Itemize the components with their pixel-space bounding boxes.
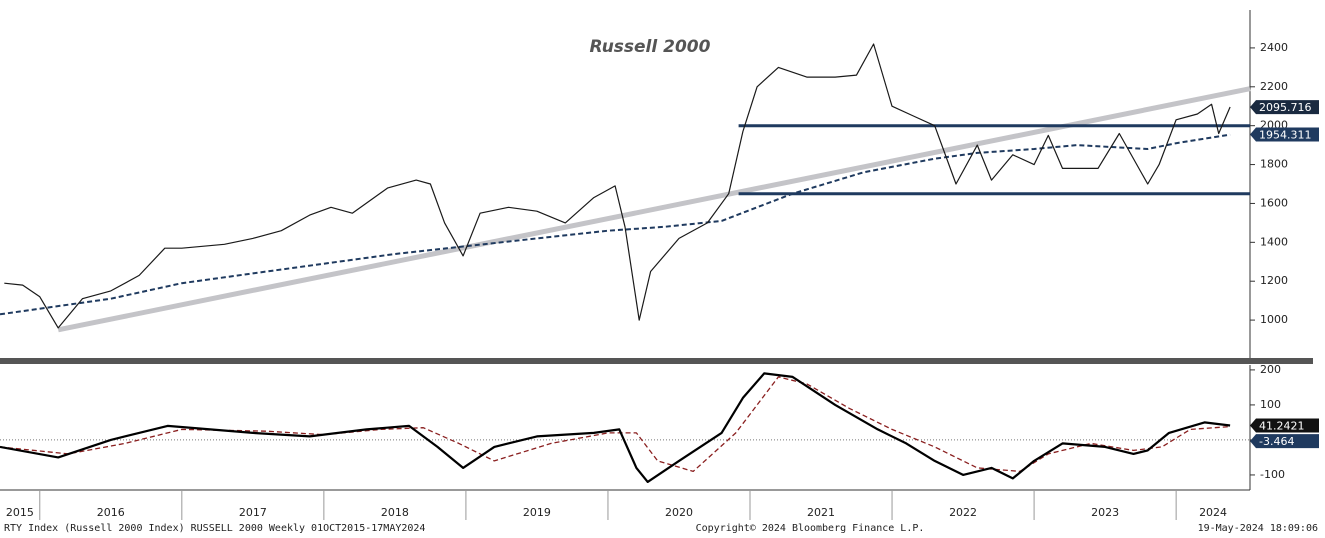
x-tick-label: 2017 bbox=[239, 506, 267, 519]
line bbox=[0, 372, 1231, 483]
value-marker-label: 41.2421 bbox=[1259, 419, 1305, 432]
footer-left: RTY Index (Russell 2000 Index) RUSSELL 2… bbox=[4, 523, 425, 534]
footer-right: 19-May-2024 18:09:06 bbox=[1198, 523, 1318, 534]
value-marker bbox=[1250, 100, 1319, 115]
x-tick-label: 2019 bbox=[523, 506, 551, 519]
x-tick-label: 2022 bbox=[949, 506, 977, 519]
value-marker bbox=[1250, 418, 1319, 433]
value-marker-label: -3.464 bbox=[1259, 435, 1294, 448]
value-marker bbox=[1250, 434, 1319, 449]
y-tick-label: 1600 bbox=[1260, 196, 1288, 209]
x-tick-label: 2016 bbox=[97, 506, 125, 519]
y-tick-label: 200 bbox=[1260, 363, 1281, 376]
x-tick-label: 2018 bbox=[381, 506, 409, 519]
footer-center: Copyright© 2024 Bloomberg Finance L.P. bbox=[696, 523, 925, 534]
value-marker-label: 2095.716 bbox=[1259, 101, 1312, 114]
line bbox=[4, 43, 1231, 329]
line bbox=[0, 376, 1231, 473]
y-tick-label: 1200 bbox=[1260, 274, 1288, 287]
y-tick-label: -100 bbox=[1260, 468, 1285, 481]
x-tick-label: 2024 bbox=[1199, 506, 1227, 519]
value-marker bbox=[1250, 127, 1319, 142]
y-tick-label: 100 bbox=[1260, 398, 1281, 411]
y-tick-label: 1000 bbox=[1260, 313, 1288, 326]
y-tick-label: 1800 bbox=[1260, 158, 1288, 171]
y-tick-label: 2200 bbox=[1260, 80, 1288, 93]
line bbox=[0, 133, 1231, 316]
y-tick-label: 2400 bbox=[1260, 41, 1288, 54]
y-tick-label: 1400 bbox=[1260, 235, 1288, 248]
x-tick-label: 2020 bbox=[665, 506, 693, 519]
panel-divider bbox=[0, 358, 1313, 364]
value-marker-label: 1954.311 bbox=[1259, 129, 1312, 142]
chart-title: Russell 2000 bbox=[590, 37, 711, 57]
x-tick-label: 2023 bbox=[1091, 506, 1119, 519]
x-tick-label: 2015 bbox=[6, 506, 34, 519]
x-tick-label: 2021 bbox=[807, 506, 835, 519]
line bbox=[57, 86, 1251, 333]
